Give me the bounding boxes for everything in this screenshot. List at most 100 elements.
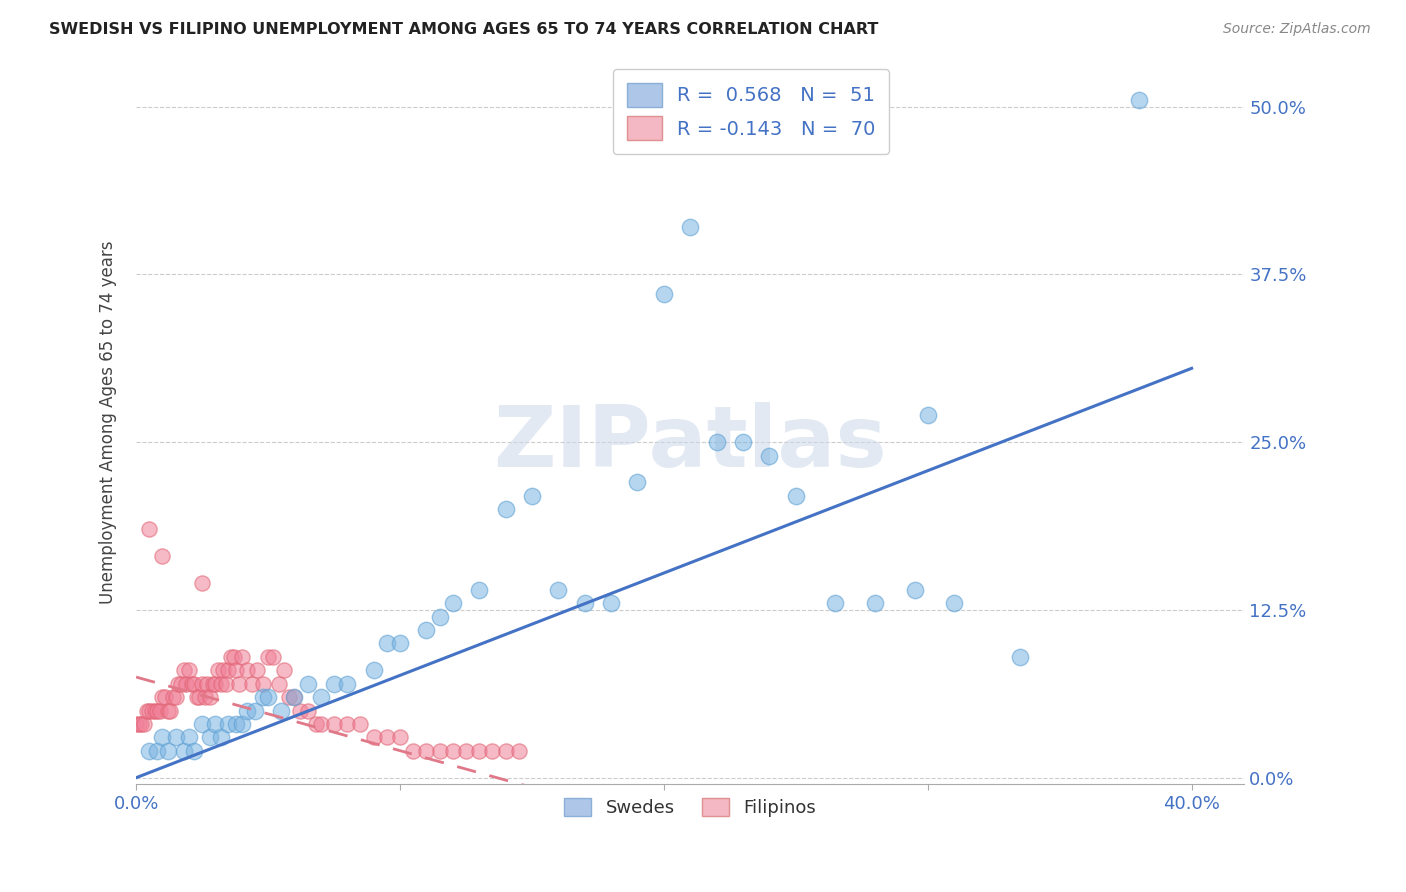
Point bbox=[349, 717, 371, 731]
Point bbox=[600, 596, 623, 610]
Point bbox=[180, 677, 202, 691]
Point bbox=[236, 704, 259, 718]
Point bbox=[363, 663, 385, 677]
Point bbox=[173, 663, 195, 677]
Point bbox=[706, 435, 728, 450]
Point bbox=[863, 596, 886, 610]
Point bbox=[429, 744, 451, 758]
Point bbox=[146, 704, 169, 718]
Point bbox=[195, 677, 218, 691]
Point bbox=[167, 677, 190, 691]
Point bbox=[375, 731, 398, 745]
Point bbox=[388, 731, 411, 745]
Point bbox=[297, 704, 319, 718]
Point bbox=[278, 690, 301, 705]
Point bbox=[207, 663, 229, 677]
Point bbox=[173, 744, 195, 758]
Point bbox=[402, 744, 425, 758]
Point bbox=[165, 690, 187, 705]
Point bbox=[153, 690, 176, 705]
Point bbox=[149, 704, 172, 718]
Point bbox=[508, 744, 530, 758]
Point bbox=[547, 582, 569, 597]
Point bbox=[138, 744, 160, 758]
Point bbox=[267, 677, 290, 691]
Point bbox=[138, 522, 160, 536]
Point bbox=[231, 717, 253, 731]
Point bbox=[225, 717, 247, 731]
Point bbox=[336, 677, 359, 691]
Point bbox=[917, 409, 939, 423]
Point bbox=[252, 677, 274, 691]
Point bbox=[441, 596, 464, 610]
Point bbox=[152, 731, 174, 745]
Point bbox=[309, 690, 332, 705]
Point bbox=[156, 744, 179, 758]
Point bbox=[217, 663, 239, 677]
Point bbox=[288, 704, 311, 718]
Point bbox=[468, 582, 491, 597]
Point bbox=[222, 649, 245, 664]
Point bbox=[297, 677, 319, 691]
Point bbox=[309, 717, 332, 731]
Y-axis label: Unemployment Among Ages 65 to 74 years: Unemployment Among Ages 65 to 74 years bbox=[100, 240, 117, 604]
Point bbox=[574, 596, 596, 610]
Point bbox=[201, 677, 224, 691]
Point bbox=[125, 717, 148, 731]
Point bbox=[228, 677, 250, 691]
Point bbox=[152, 690, 174, 705]
Point bbox=[903, 582, 925, 597]
Point bbox=[236, 663, 259, 677]
Point bbox=[495, 744, 517, 758]
Point bbox=[262, 649, 284, 664]
Point bbox=[191, 677, 214, 691]
Point bbox=[429, 609, 451, 624]
Point bbox=[1010, 649, 1032, 664]
Text: SWEDISH VS FILIPINO UNEMPLOYMENT AMONG AGES 65 TO 74 YEARS CORRELATION CHART: SWEDISH VS FILIPINO UNEMPLOYMENT AMONG A… bbox=[49, 22, 879, 37]
Text: Source: ZipAtlas.com: Source: ZipAtlas.com bbox=[1223, 22, 1371, 37]
Point bbox=[217, 717, 239, 731]
Point bbox=[209, 731, 232, 745]
Point bbox=[162, 690, 184, 705]
Point bbox=[165, 731, 187, 745]
Point bbox=[679, 220, 702, 235]
Point bbox=[132, 717, 155, 731]
Point bbox=[336, 717, 359, 731]
Point bbox=[198, 690, 221, 705]
Point bbox=[183, 677, 205, 691]
Point bbox=[758, 449, 780, 463]
Point bbox=[652, 287, 675, 301]
Point bbox=[141, 704, 163, 718]
Point bbox=[128, 717, 150, 731]
Point bbox=[231, 649, 253, 664]
Point bbox=[246, 663, 269, 677]
Point bbox=[388, 636, 411, 650]
Point bbox=[212, 663, 235, 677]
Point bbox=[198, 731, 221, 745]
Point bbox=[170, 677, 193, 691]
Point bbox=[1128, 93, 1150, 107]
Point bbox=[225, 663, 247, 677]
Point bbox=[270, 704, 292, 718]
Point bbox=[186, 690, 208, 705]
Point bbox=[188, 690, 211, 705]
Point bbox=[143, 704, 166, 718]
Point bbox=[257, 649, 280, 664]
Point bbox=[824, 596, 846, 610]
Legend: Swedes, Filipinos: Swedes, Filipinos bbox=[555, 789, 825, 826]
Point bbox=[626, 475, 648, 490]
Point bbox=[177, 663, 200, 677]
Point bbox=[204, 717, 226, 731]
Point bbox=[283, 690, 305, 705]
Point bbox=[415, 623, 437, 637]
Point bbox=[204, 677, 226, 691]
Point bbox=[219, 649, 242, 664]
Point bbox=[283, 690, 305, 705]
Point bbox=[243, 704, 266, 718]
Point bbox=[240, 677, 263, 691]
Point bbox=[495, 502, 517, 516]
Point bbox=[215, 677, 238, 691]
Point bbox=[146, 744, 169, 758]
Point bbox=[454, 744, 477, 758]
Point bbox=[468, 744, 491, 758]
